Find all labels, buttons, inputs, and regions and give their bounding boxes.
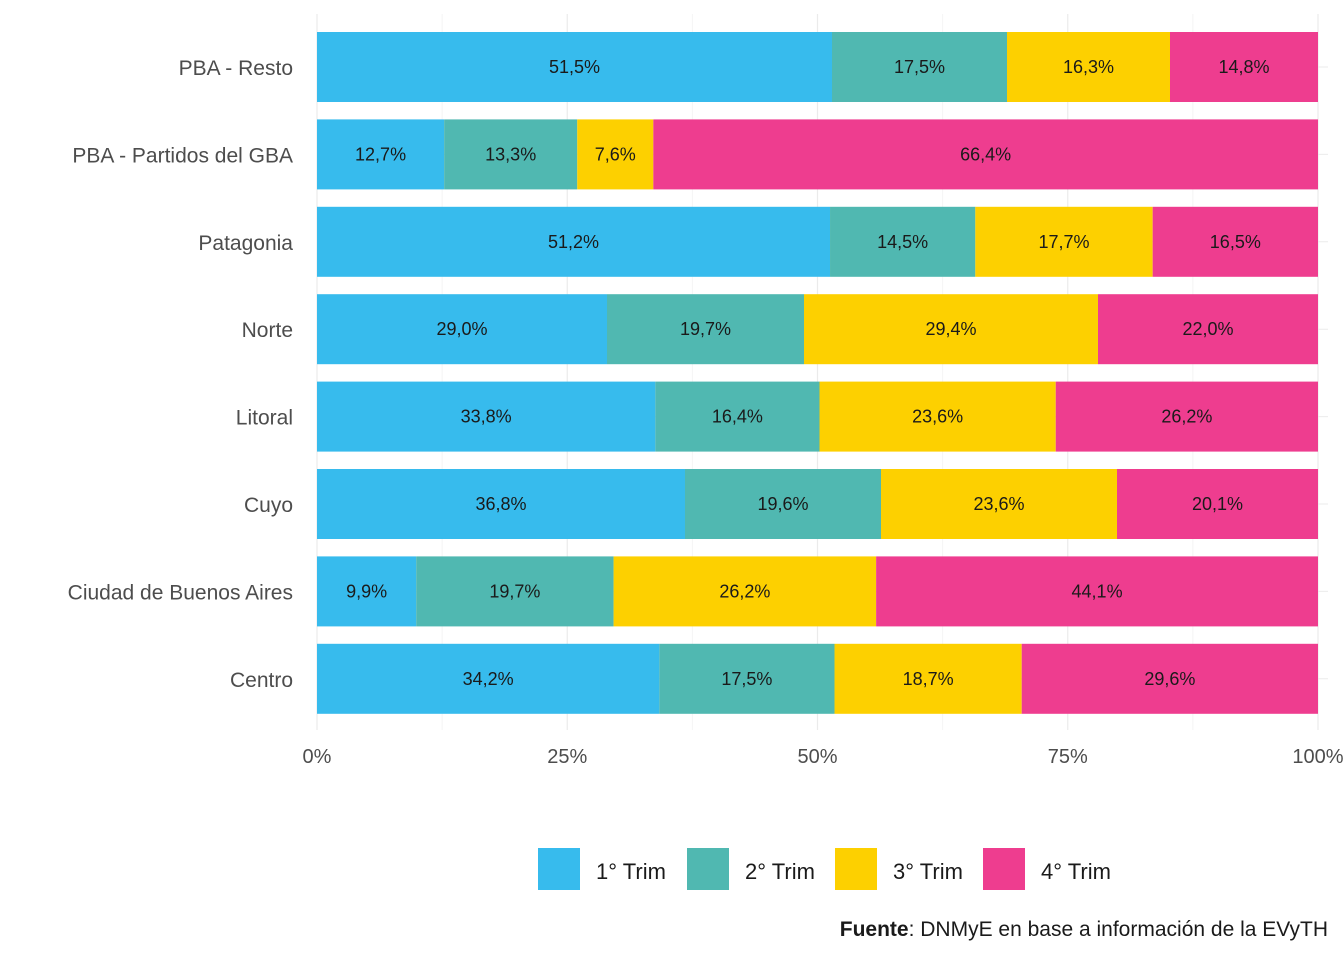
category-label: Ciudad de Buenos Aires: [68, 581, 293, 604]
data-label: 33,8%: [461, 407, 512, 427]
bar-segment: [317, 381, 656, 452]
bar-segment: [819, 381, 1056, 452]
bar-segment: [1152, 206, 1318, 277]
data-label: 29,6%: [1144, 669, 1195, 689]
data-label: 16,3%: [1063, 57, 1114, 77]
category-label: Norte: [242, 319, 293, 342]
bar-segment: [804, 294, 1098, 365]
data-label: 44,1%: [1072, 581, 1123, 601]
x-tick-label: 0%: [303, 746, 332, 768]
bar-segment: [1170, 32, 1318, 102]
bar-segment: [317, 643, 660, 714]
category-label: PBA - Partidos del GBA: [72, 144, 293, 167]
data-label: 22,0%: [1182, 319, 1233, 339]
legend-swatch: [983, 848, 1025, 890]
data-label: 51,2%: [548, 232, 599, 252]
bar-segment: [444, 119, 578, 190]
bar-segment: [317, 469, 685, 539]
category-label: Patagonia: [198, 232, 293, 255]
source-text: : DNMyE en base a información de la EVyT…: [908, 918, 1328, 941]
data-label: 19,7%: [680, 319, 731, 339]
data-label: 51,5%: [549, 57, 600, 77]
category-label: Litoral: [236, 407, 293, 430]
bar-segment: [1021, 643, 1318, 714]
bars: 51,5% 17,5% 16,3% 14,8% 12,7% 13,3% 7,6% 66,4% 5…: [317, 32, 1318, 714]
bar-segment: [881, 469, 1117, 539]
legend-swatch: [687, 848, 729, 890]
bar-segment: [655, 381, 820, 452]
x-tick-label: 50%: [797, 746, 837, 768]
data-label: 7,6%: [595, 144, 636, 164]
bar-segment: [317, 556, 417, 627]
bar-segment: [975, 206, 1153, 277]
bar-segment: [317, 32, 832, 102]
bar-segment: [832, 32, 1007, 102]
legend-swatch: [538, 848, 580, 890]
bar-segment: [317, 206, 831, 277]
data-label: 26,2%: [1161, 407, 1212, 427]
data-label: 14,8%: [1218, 57, 1269, 77]
source-note: Fuente: DNMyE en base a información de l…: [840, 918, 1328, 942]
bar-segment: [830, 206, 976, 277]
category-label: PBA - Resto: [179, 57, 293, 80]
data-label: 18,7%: [903, 669, 954, 689]
data-label: 26,2%: [719, 581, 770, 601]
data-label: 29,0%: [436, 319, 487, 339]
data-label: 19,6%: [757, 494, 808, 514]
x-tick-label: 100%: [1292, 746, 1343, 768]
data-label: 29,4%: [925, 319, 976, 339]
data-label: 16,5%: [1210, 232, 1261, 252]
bar-segment: [685, 469, 881, 539]
data-label: 17,7%: [1038, 232, 1089, 252]
bar-segment: [1117, 469, 1318, 539]
data-label: 66,4%: [960, 144, 1011, 164]
legend: 1° Trim 2° Trim 3° Trim 4° Trim: [538, 848, 1111, 890]
data-label: 36,8%: [475, 494, 526, 514]
data-label: 14,5%: [877, 232, 928, 252]
data-label: 20,1%: [1192, 494, 1243, 514]
bar-segment: [659, 643, 835, 714]
value-axis: 0% 25% 50% 75% 100%: [303, 746, 1344, 768]
bar-segment: [317, 294, 607, 365]
category-label: Cuyo: [244, 494, 293, 517]
category-label: Centro: [230, 669, 293, 692]
x-tick-label: 25%: [547, 746, 587, 768]
data-label: 16,4%: [712, 407, 763, 427]
legend-swatch: [835, 848, 877, 890]
legend-label: 2° Trim: [745, 859, 815, 884]
bar-segment: [834, 643, 1022, 714]
data-label: 19,7%: [489, 581, 540, 601]
bar-segment: [577, 119, 654, 190]
data-label: 34,2%: [463, 669, 514, 689]
legend-label: 1° Trim: [596, 859, 666, 884]
data-label: 23,6%: [912, 407, 963, 427]
category-axis: PBA - Resto PBA - Partidos del GBA Patagon…: [68, 57, 294, 692]
data-label: 17,5%: [721, 669, 772, 689]
bar-segment: [607, 294, 804, 365]
bar-segment: [613, 556, 877, 627]
data-label: 12,7%: [355, 144, 406, 164]
bar-segment: [317, 119, 445, 190]
bar-segment: [1098, 294, 1318, 365]
data-label: 9,9%: [346, 581, 387, 601]
bar-segment: [1007, 32, 1170, 102]
legend-label: 3° Trim: [893, 859, 963, 884]
bar-segment: [653, 119, 1318, 190]
data-label: 23,6%: [973, 494, 1024, 514]
data-label: 17,5%: [894, 57, 945, 77]
bar-segment: [416, 556, 614, 627]
source-label: Fuente: [839, 918, 909, 941]
bar-segment: [876, 556, 1318, 627]
bar-segment: [1055, 381, 1318, 452]
data-label: 13,3%: [485, 144, 536, 164]
x-tick-label: 75%: [1048, 746, 1088, 768]
legend-label: 4° Trim: [1041, 859, 1111, 884]
